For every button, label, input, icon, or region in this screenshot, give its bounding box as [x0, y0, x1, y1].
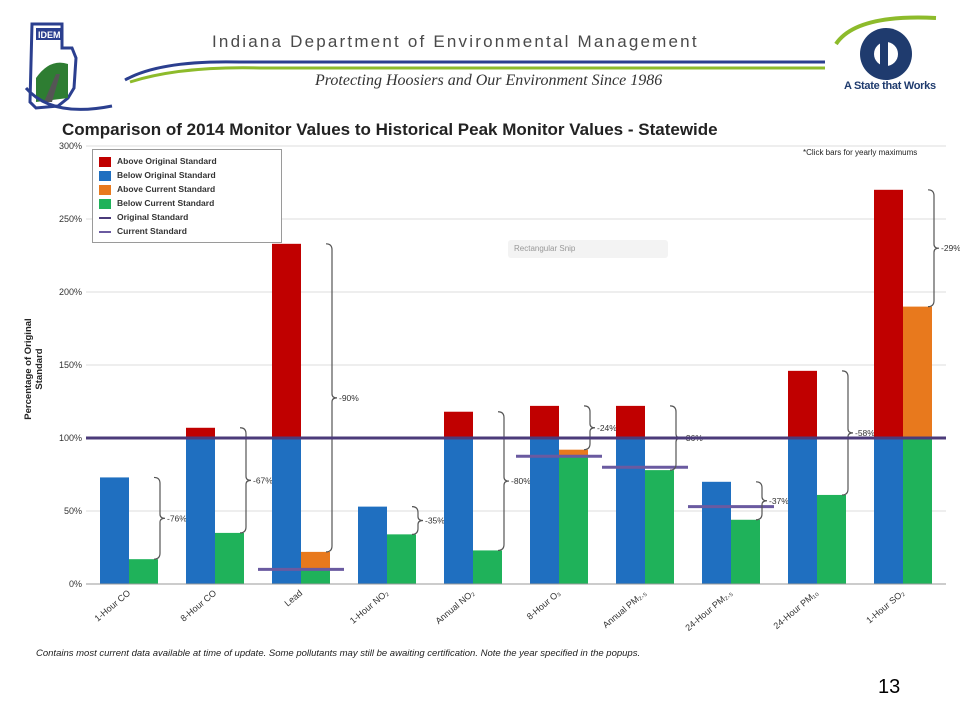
idem-logo-text: IDEM: [38, 30, 61, 40]
legend-line: [99, 216, 111, 219]
click-note: *Click bars for yearly maximums: [803, 148, 918, 157]
bar-historical-below-original: [788, 438, 817, 584]
x-tick-label: 8-Hour O₃: [525, 588, 563, 622]
y-tick-label: 50%: [64, 506, 82, 516]
legend-label: Above Original Standard: [117, 156, 217, 166]
legend-item-current-standard[interactable]: Current Standard: [99, 226, 187, 238]
x-tick-label: Annual NO₂: [433, 588, 476, 627]
y-tick-label: 200%: [59, 287, 82, 297]
bar-2014-below-current: [215, 532, 244, 584]
legend-label: Original Standard: [117, 212, 189, 222]
legend-item-below-original[interactable]: Below Original Standard: [99, 170, 216, 182]
y-tick-label: 100%: [59, 433, 82, 443]
change-brace: [411, 506, 424, 535]
bar-historical-above-original: [186, 427, 215, 438]
legend-line: [99, 230, 111, 233]
bar-historical-below-original: [272, 438, 301, 584]
chart-title: Comparison of 2014 Monitor Values to His…: [62, 120, 718, 139]
legend-label: Above Current Standard: [117, 184, 216, 194]
change-brace: [239, 427, 252, 534]
bar-2014-below-current: [301, 569, 330, 584]
state-logo: [834, 15, 937, 80]
chart-legend: Above Original Standard Below Original S…: [92, 149, 282, 243]
bar-2014-below-current: [903, 438, 932, 584]
legend-label: Current Standard: [117, 226, 187, 236]
bar-2014-below-current: [129, 559, 158, 584]
agency-tagline: Protecting Hoosiers and Our Environment …: [315, 72, 663, 89]
bar-historical-above-original: [272, 243, 301, 438]
bar-historical-below-original: [100, 477, 129, 584]
x-tick-label: 1-Hour CO: [93, 588, 133, 624]
bar-historical-below-original: [444, 438, 473, 584]
x-tick-label: 24-Hour PM₂.₅: [683, 588, 734, 633]
change-brace: [325, 243, 338, 553]
bar-2014-below-current: [645, 470, 674, 584]
bar-2014-below-current: [473, 550, 502, 584]
change-label: -76%: [167, 513, 187, 523]
change-label: -80%: [511, 476, 531, 486]
change-brace: [841, 370, 854, 496]
x-tick-label: 1-Hour NO₂: [348, 588, 391, 626]
change-brace: [927, 189, 940, 308]
legend-swatch: [99, 184, 111, 195]
y-tick-label: 0%: [69, 579, 82, 589]
bar-2014-below-current: [731, 519, 760, 584]
rectangular-snip-tooltip: Rectangular Snip: [508, 240, 668, 258]
bar-historical-below-original: [616, 438, 645, 584]
bar-2014-above-current: [301, 551, 330, 570]
x-tick-label: 1-Hour SO₂: [864, 588, 906, 626]
change-brace: [153, 476, 166, 560]
legend-label: Below Original Standard: [117, 170, 216, 180]
idem-logo: IDEM: [24, 22, 113, 111]
legend-swatch: [99, 170, 111, 181]
legend-swatch: [99, 156, 111, 167]
change-label: -37%: [769, 496, 789, 506]
page-number: 13: [878, 676, 901, 698]
bar-historical-above-original: [788, 370, 817, 438]
bar-historical-above-original: [530, 405, 559, 438]
footnote: Contains most current data available at …: [36, 648, 641, 659]
bar-historical-above-original: [874, 189, 903, 438]
change-label: -35%: [425, 515, 445, 525]
x-tick-label: 8-Hour CO: [179, 588, 219, 624]
legend-swatch: [99, 198, 111, 209]
bar-chart: 0% 50% 100% 150% 200% 250% 300% -76% 1-Hour CO -6…: [59, 141, 960, 633]
legend-item-above-original[interactable]: Above Original Standard: [99, 156, 217, 168]
change-label: -67%: [253, 475, 273, 485]
change-label: -58%: [855, 428, 875, 438]
bar-2014-below-current: [817, 494, 846, 584]
y-tick-label: 150%: [59, 360, 82, 370]
agency-name: Indiana Department of Environmental Mana…: [212, 32, 699, 51]
bar-historical-above-original: [444, 411, 473, 438]
state-logo-text: A State that Works: [844, 80, 936, 92]
legend-label: Below Current Standard: [117, 198, 215, 208]
change-label: -24%: [597, 423, 617, 433]
change-label: -29%: [941, 243, 960, 253]
header: IDEM Indiana Department of Environmental…: [0, 0, 960, 115]
x-tick-label: Annual PM₂.₅: [601, 588, 649, 630]
change-brace: [497, 411, 510, 552]
bar-2014-above-current: [559, 449, 588, 457]
y-tick-label: 300%: [59, 141, 82, 151]
bar-historical-below-original: [186, 438, 215, 584]
bar-historical-above-original: [616, 405, 645, 438]
change-label: -90%: [339, 393, 359, 403]
legend-item-above-current[interactable]: Above Current Standard: [99, 184, 215, 196]
bar-2014-below-current: [387, 534, 416, 584]
bar-historical-below-original: [874, 438, 903, 584]
header-swoosh: [124, 60, 825, 84]
bar-historical-below-original: [358, 506, 387, 584]
x-tick-label: 24-Hour PM₁₀: [771, 588, 820, 631]
change-brace: [755, 481, 768, 521]
legend-item-below-current[interactable]: Below Current Standard: [99, 198, 214, 210]
bar-2014-below-current: [559, 456, 588, 584]
bar-historical-below-original: [702, 481, 731, 584]
x-tick-label: Lead: [283, 588, 305, 609]
y-tick-label: 250%: [59, 214, 82, 224]
bar-historical-below-original: [530, 438, 559, 584]
change-brace: [583, 405, 596, 451]
bar-2014-above-current: [903, 306, 932, 438]
legend-item-original-standard[interactable]: Original Standard: [99, 212, 188, 224]
